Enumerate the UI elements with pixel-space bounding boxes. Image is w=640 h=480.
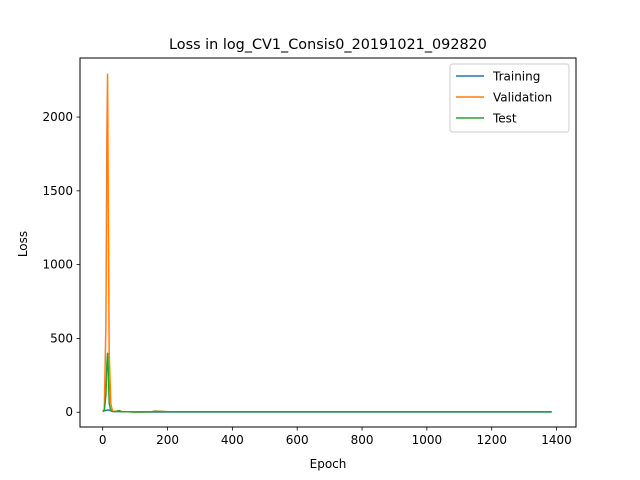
legend-box <box>449 63 570 133</box>
legend-label-test: Test <box>492 112 517 126</box>
y-axis-ticks: 0 500 1000 1500 2000 <box>42 110 80 419</box>
x-tick-label: 200 <box>156 433 179 447</box>
x-tick-label: 1000 <box>412 433 443 447</box>
legend: Training Validation Test <box>449 63 570 133</box>
x-tick-label: 800 <box>351 433 374 447</box>
chart-title: Loss in log_CV1_Consis0_20191021_092820 <box>169 37 487 53</box>
y-tick-label: 0 <box>65 405 73 419</box>
x-axis-label: Epoch <box>310 457 347 471</box>
y-tick-label: 500 <box>50 331 73 345</box>
legend-label-validation: Validation <box>493 91 552 105</box>
plot-area <box>102 73 552 413</box>
x-tick-label: 1400 <box>541 433 572 447</box>
y-axis-label: Loss <box>16 231 30 257</box>
x-tick-label: 0 <box>99 433 107 447</box>
y-tick-label: 2000 <box>42 110 73 124</box>
plot-frame <box>79 57 577 428</box>
y-tick-label: 1000 <box>42 258 73 272</box>
x-tick-label: 1200 <box>476 433 507 447</box>
legend-label-training: Training <box>492 70 540 84</box>
series-line-test <box>102 352 552 413</box>
x-tick-label: 600 <box>286 433 309 447</box>
x-tick-label: 400 <box>221 433 244 447</box>
x-axis-ticks: 0 200 400 600 800 1000 1200 1400 <box>99 427 572 447</box>
y-tick-label: 1500 <box>42 184 73 198</box>
